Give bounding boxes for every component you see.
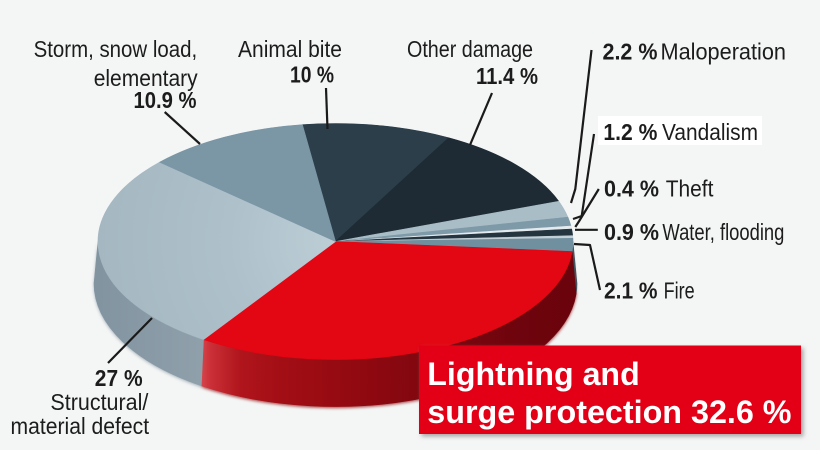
svg-text:Storm, snow load,: Storm, snow load, — [34, 36, 198, 62]
svg-text:material defect: material defect — [11, 413, 150, 439]
svg-text:11.4 %: 11.4 % — [476, 63, 538, 89]
svg-text:surge protection 32.6 %: surge protection 32.6 % — [427, 394, 791, 430]
svg-text:0.9 %Water, flooding: 0.9 % Water, flooding — [604, 219, 784, 245]
svg-text:2.2 %Maloperation: 2.2 % Maloperation — [603, 39, 787, 65]
svg-text:10 %: 10 % — [290, 62, 334, 88]
svg-text:27 %: 27 % — [95, 365, 143, 391]
svg-text:0.4 %Theft: 0.4 % Theft — [604, 176, 714, 202]
svg-text:elementary: elementary — [94, 65, 198, 91]
svg-text:Other damage: Other damage — [407, 36, 533, 62]
svg-text:2.1 %Fire: 2.1 % Fire — [604, 278, 695, 304]
svg-text:Structural/: Structural/ — [50, 389, 149, 415]
svg-text:Animal bite: Animal bite — [238, 36, 342, 62]
svg-text:Lightning and: Lightning and — [427, 356, 639, 392]
svg-text:10.9 %: 10.9 % — [134, 87, 197, 113]
svg-text:1.2 %Vandalism: 1.2 % Vandalism — [603, 119, 758, 145]
